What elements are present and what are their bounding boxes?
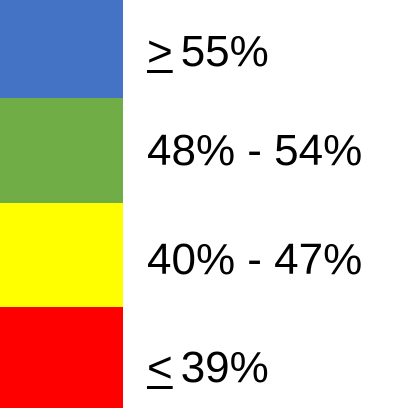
legend-item-low: <39% [0, 307, 410, 410]
legend-label-upper-mid: 48% - 54% [147, 126, 363, 175]
legend-swatch-green [0, 98, 123, 203]
legend-label-low: <39% [147, 346, 269, 390]
legend-label-text: 39% [180, 343, 269, 392]
legend-item-lower-mid: 40% - 47% [0, 203, 410, 307]
legend-item-high: >55% [0, 0, 410, 103]
legend-swatch-yellow [0, 203, 123, 307]
legend-swatch-red [0, 307, 123, 408]
greater-or-equal-symbol: > [147, 27, 173, 76]
legend-swatch-blue [0, 0, 123, 98]
legend-label-text: 55% [180, 27, 269, 76]
legend-item-upper-mid: 48% - 54% [0, 98, 410, 203]
less-or-equal-symbol: < [147, 343, 173, 392]
legend-label-high: >55% [147, 30, 269, 74]
legend-label-lower-mid: 40% - 47% [147, 235, 363, 284]
